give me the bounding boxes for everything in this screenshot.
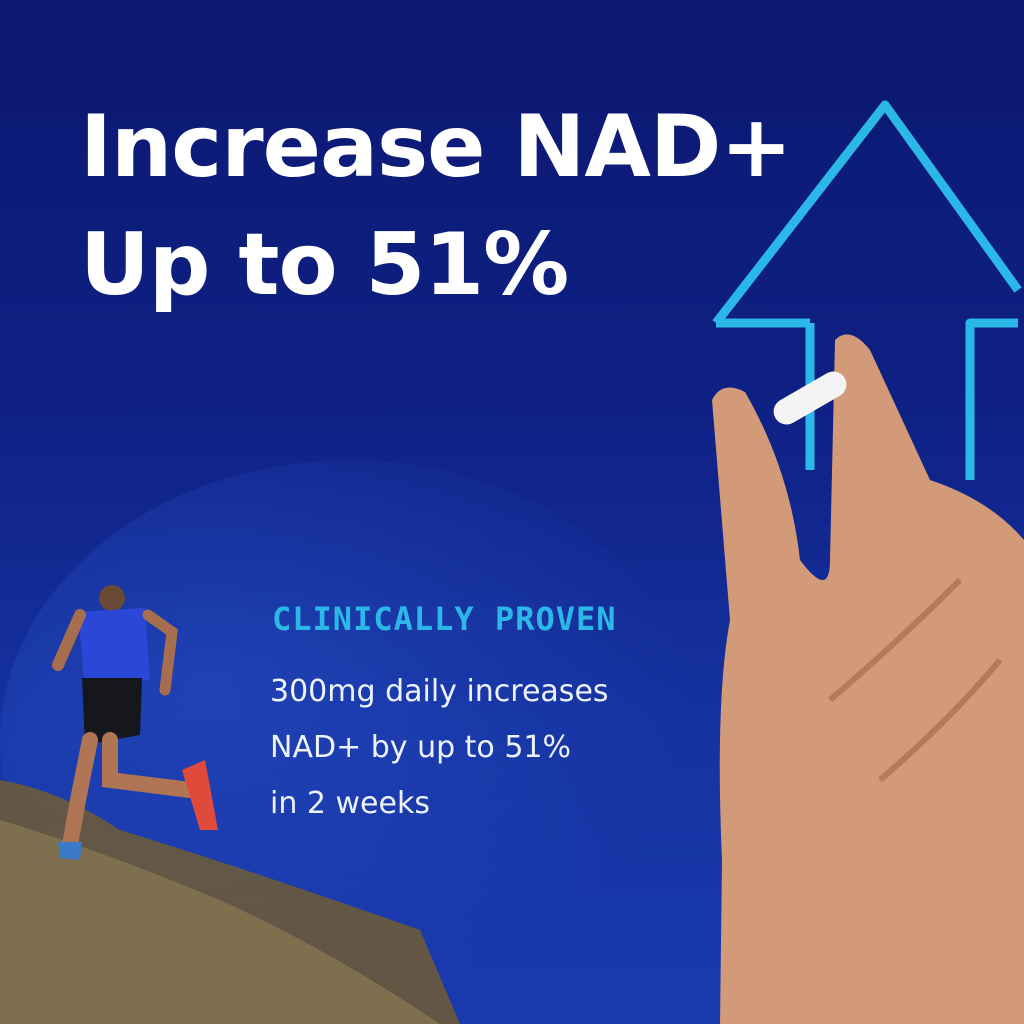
- clinically-proven-label: CLINICALLY PROVEN: [272, 600, 617, 638]
- runner-image: [58, 585, 218, 860]
- headline-line-2: Up to 51%: [80, 215, 568, 315]
- claim-text: 300mg daily increases NAD+ by up to 51% …: [270, 664, 609, 832]
- hand-image: [712, 334, 1024, 1024]
- headline-line-1: Increase NAD+: [80, 97, 791, 197]
- claim-line: 300mg daily increases: [270, 664, 609, 720]
- headline: Increase NAD+ Up to 51%: [80, 88, 791, 324]
- claim-line: in 2 weeks: [270, 776, 609, 832]
- claim-line: NAD+ by up to 51%: [270, 720, 609, 776]
